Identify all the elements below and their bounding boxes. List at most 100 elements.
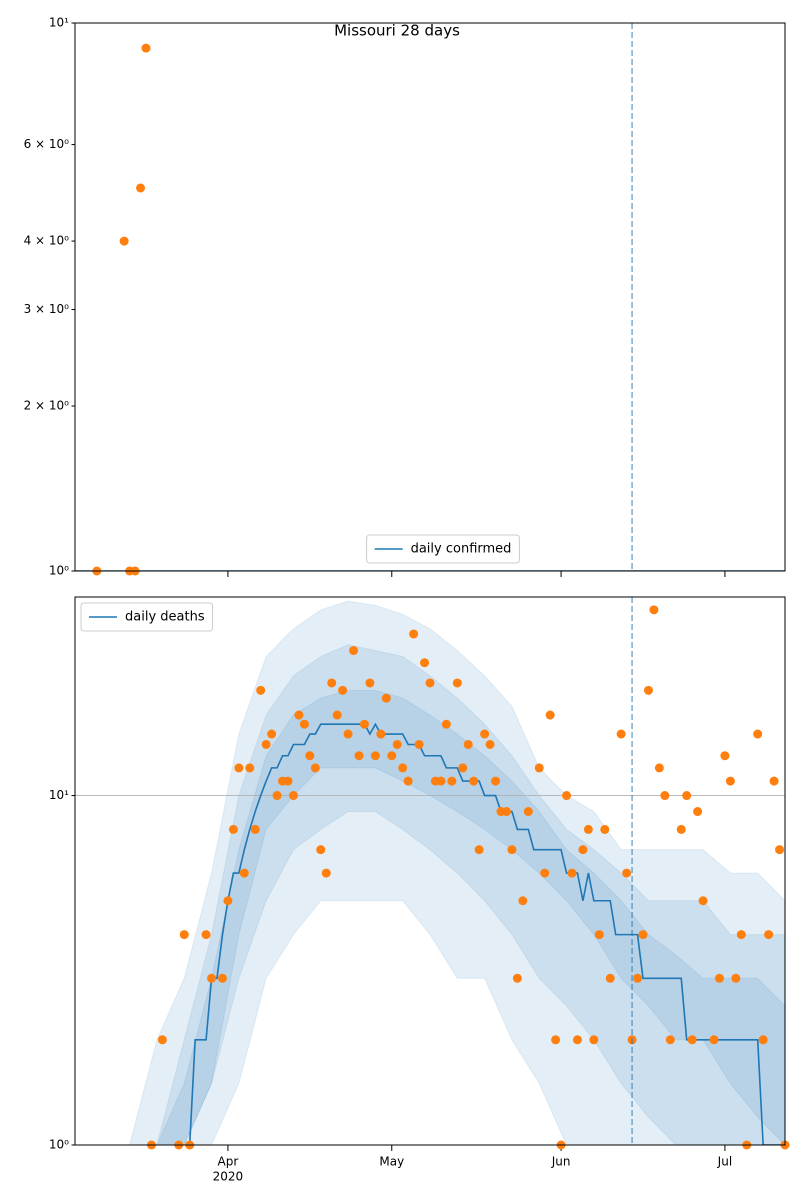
point (305, 751, 315, 761)
point (316, 845, 326, 855)
point (638, 930, 648, 940)
point (141, 43, 151, 53)
point (288, 791, 298, 801)
point (594, 930, 604, 940)
point (228, 824, 238, 834)
point (709, 1035, 719, 1045)
point (654, 763, 664, 773)
y-tick-label: 3 × 10⁰ (24, 302, 70, 316)
point (523, 807, 533, 817)
point (136, 183, 146, 193)
point (660, 791, 670, 801)
point (572, 1035, 582, 1045)
point (474, 845, 484, 855)
point (562, 791, 572, 801)
x-tick-label: Jul (717, 1155, 732, 1169)
point (217, 973, 227, 983)
point (693, 807, 703, 817)
point (381, 693, 391, 703)
point (501, 807, 511, 817)
point (512, 973, 522, 983)
point (589, 1035, 599, 1045)
point (321, 868, 331, 878)
point (720, 751, 730, 761)
point (420, 658, 430, 668)
axes-frame (74, 22, 786, 572)
point (665, 1035, 675, 1045)
point (643, 685, 653, 695)
legend: daily deaths (80, 602, 214, 632)
x-year-label: 2020 (213, 1170, 244, 1184)
legend-box (80, 602, 214, 632)
point (545, 710, 555, 720)
point (676, 824, 686, 834)
point (245, 763, 255, 773)
legend-label: daily confirmed (411, 542, 512, 557)
point (425, 678, 435, 688)
point (359, 719, 369, 729)
point (272, 791, 282, 801)
y-tick-label: 10¹ (49, 788, 69, 802)
point (736, 930, 746, 940)
point (239, 868, 249, 878)
point (578, 845, 588, 855)
point (157, 1035, 167, 1045)
point (310, 763, 320, 773)
point (447, 776, 457, 786)
point (758, 1035, 768, 1045)
point (480, 729, 490, 739)
point (698, 896, 708, 906)
point (299, 719, 309, 729)
point (731, 973, 741, 983)
point (179, 930, 189, 940)
point (392, 739, 402, 749)
uncertainty-band (75, 600, 785, 1145)
line (188, 722, 785, 1145)
x-tick-label: May (379, 1155, 404, 1169)
point (376, 729, 386, 739)
point (769, 776, 779, 786)
point (485, 739, 495, 749)
point (469, 776, 479, 786)
point (534, 763, 544, 773)
point (436, 776, 446, 786)
point (441, 719, 451, 729)
axes-frame (74, 596, 786, 1146)
point (327, 678, 337, 688)
point (567, 868, 577, 878)
point (261, 739, 271, 749)
point (234, 763, 244, 773)
point (725, 776, 735, 786)
legend-label: daily deaths (125, 610, 205, 625)
point (753, 729, 763, 739)
y-tick-label: 2 × 10⁰ (24, 399, 70, 413)
point (119, 236, 129, 246)
point (365, 678, 375, 688)
point (343, 729, 353, 739)
point (463, 739, 473, 749)
point (294, 710, 304, 720)
point (649, 605, 659, 615)
point (354, 751, 364, 761)
point (283, 776, 293, 786)
point (491, 776, 501, 786)
y-tick-label: 10¹ (49, 16, 69, 30)
point (583, 824, 593, 834)
point (332, 710, 342, 720)
y-tick-label: 6 × 10⁰ (24, 137, 70, 151)
y-tick-label: 10⁰ (49, 1138, 69, 1152)
point (370, 751, 380, 761)
point (452, 678, 462, 688)
point (682, 791, 692, 801)
point (414, 739, 424, 749)
point (633, 973, 643, 983)
point (338, 685, 348, 695)
y-tick-label: 10⁰ (49, 564, 69, 578)
point (687, 1035, 697, 1045)
x-tick-label: Jun (551, 1155, 571, 1169)
point (403, 776, 413, 786)
point (507, 845, 517, 855)
point (775, 845, 785, 855)
